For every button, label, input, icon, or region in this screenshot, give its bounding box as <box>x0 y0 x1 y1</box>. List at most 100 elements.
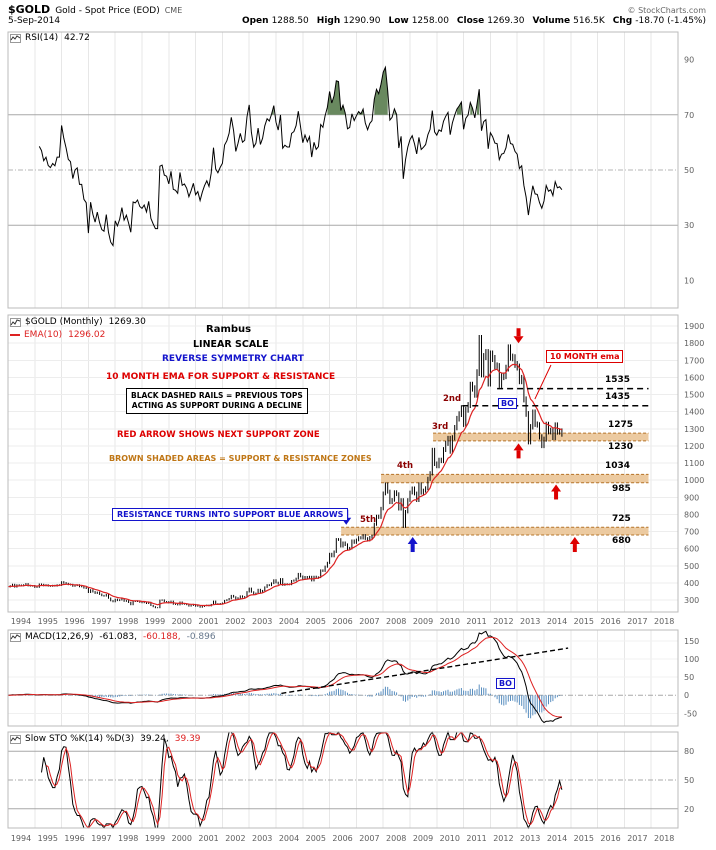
svg-text:1000: 1000 <box>684 476 704 485</box>
ordinal-label-2nd: 2nd <box>443 394 462 404</box>
svg-text:70: 70 <box>684 111 694 120</box>
macd-legend-label: MACD(12,26,9) <box>25 632 94 642</box>
svg-text:1998: 1998 <box>118 834 138 843</box>
rsi-legend: RSI(14) 42.72 <box>10 33 90 43</box>
svg-text:1995: 1995 <box>38 834 58 843</box>
sto-value-k: 39.24, <box>140 734 169 744</box>
sto-value-d: 39.39 <box>174 734 201 744</box>
red-arrow-up-icon <box>513 443 524 451</box>
svg-text:2010: 2010 <box>440 617 460 626</box>
low-value: 1258.00 <box>411 16 449 26</box>
svg-text:900: 900 <box>684 493 699 502</box>
quote-date: 5-Sep-2014 <box>8 16 61 26</box>
rsi-legend-label: RSI(14) <box>25 33 59 43</box>
svg-text:80: 80 <box>684 747 694 756</box>
red-arrow-up-icon <box>551 484 562 492</box>
svg-text:1500: 1500 <box>684 391 704 400</box>
annotation-rambus: Rambus <box>206 324 252 335</box>
rsi-legend-value: 42.72 <box>64 33 90 43</box>
price-level-label-1034: 1034 <box>605 461 631 471</box>
macd-plot <box>7 630 569 724</box>
svg-text:700: 700 <box>684 528 699 537</box>
svg-text:-50: -50 <box>684 709 697 718</box>
change-value: -18.70 (-1.45%) <box>635 16 706 26</box>
svg-text:2007: 2007 <box>359 617 379 626</box>
header-row-2: 5-Sep-2014 Open 1288.50 High 1290.90 Low 12… <box>8 16 706 26</box>
annotation-dashed-rails-box: BLACK DASHED RAILS = PREVIOUS TOPS ACTIN… <box>126 388 308 415</box>
price-legend-label: $GOLD (Monthly) <box>25 317 103 327</box>
svg-text:2005: 2005 <box>306 834 326 843</box>
price-level-label-1535: 1535 <box>605 375 631 385</box>
svg-text:2000: 2000 <box>172 617 192 626</box>
svg-text:1995: 1995 <box>38 617 58 626</box>
ema-legend-label: EMA(10) <box>24 330 63 340</box>
svg-text:1996: 1996 <box>64 834 84 843</box>
svg-text:1998: 1998 <box>118 617 138 626</box>
svg-text:2005: 2005 <box>306 617 326 626</box>
sto-legend: Slow STO %K(14) %D(3) 39.24, 39.39 <box>10 734 201 744</box>
sto-plot <box>41 730 563 830</box>
dashed-rails-line-1: BLACK DASHED RAILS = PREVIOUS TOPS <box>131 391 303 400</box>
svg-text:2014: 2014 <box>547 834 567 843</box>
svg-text:2000: 2000 <box>172 834 192 843</box>
grid <box>7 32 678 828</box>
price-level-label-1230: 1230 <box>608 442 634 452</box>
svg-text:50: 50 <box>684 166 694 175</box>
svg-text:800: 800 <box>684 510 699 519</box>
svg-text:2016: 2016 <box>600 617 620 626</box>
svg-text:2011: 2011 <box>466 617 486 626</box>
svg-text:2018: 2018 <box>654 834 674 843</box>
svg-text:2017: 2017 <box>627 834 647 843</box>
price-legend-value: 1269.30 <box>108 317 146 327</box>
svg-text:2002: 2002 <box>225 617 245 626</box>
svg-text:2014: 2014 <box>547 617 567 626</box>
svg-text:2001: 2001 <box>198 617 218 626</box>
price-legend: $GOLD (Monthly) 1269.30 <box>10 317 146 327</box>
svg-text:2002: 2002 <box>225 834 245 843</box>
annotation-ema-note: 10 MONTH EMA FOR SUPPORT & RESISTANCE <box>106 372 336 382</box>
svg-text:1997: 1997 <box>91 617 111 626</box>
svg-text:2006: 2006 <box>332 834 352 843</box>
indicator-icon <box>10 734 21 744</box>
svg-text:2008: 2008 <box>386 617 406 626</box>
volume-value: 516.5K <box>573 16 605 26</box>
svg-text:2006: 2006 <box>332 617 352 626</box>
svg-text:1994: 1994 <box>11 617 31 626</box>
svg-text:10: 10 <box>684 276 694 285</box>
low-label: Low <box>388 16 409 26</box>
svg-text:2017: 2017 <box>627 617 647 626</box>
svg-text:2016: 2016 <box>600 834 620 843</box>
annotation-brown-zones-note: BROWN SHADED AREAS = SUPPORT & RESISTANC… <box>109 454 372 463</box>
svg-text:1800: 1800 <box>684 339 704 348</box>
svg-text:0: 0 <box>684 691 689 700</box>
open-value: 1288.50 <box>271 16 309 26</box>
svg-text:2018: 2018 <box>654 617 674 626</box>
annotation-bo-macd: BO <box>496 678 515 689</box>
annotation-bo-price: BO <box>498 398 517 409</box>
svg-text:1300: 1300 <box>684 425 704 434</box>
svg-text:1400: 1400 <box>684 408 704 417</box>
ema-line-swatch-icon <box>10 334 20 336</box>
red-arrow-up-icon <box>569 537 580 545</box>
axis-labels: 9070503010190018001700160015001400130012… <box>11 56 705 843</box>
svg-text:2015: 2015 <box>574 617 594 626</box>
indicator-icon <box>10 632 21 642</box>
svg-text:50: 50 <box>684 673 694 682</box>
svg-text:2003: 2003 <box>252 617 272 626</box>
svg-text:2013: 2013 <box>520 617 540 626</box>
quote-strip: Open 1288.50 High 1290.90 Low 1258.00 Close… <box>234 16 706 26</box>
dashed-rails-line-2: ACTING AS SUPPORT DURING A DECLINE <box>131 401 303 411</box>
price-level-label-725: 725 <box>612 514 631 524</box>
macd-value-2: -60.188, <box>142 632 181 642</box>
svg-text:1200: 1200 <box>684 442 704 451</box>
svg-text:2012: 2012 <box>493 617 513 626</box>
ema-legend: EMA(10) 1296.02 <box>10 330 105 340</box>
svg-text:2015: 2015 <box>574 834 594 843</box>
copyright: © StockCharts.com <box>627 6 706 15</box>
svg-text:50: 50 <box>684 776 694 785</box>
svg-text:1994: 1994 <box>11 834 31 843</box>
ema-legend-value: 1296.02 <box>68 330 106 340</box>
svg-text:2008: 2008 <box>386 834 406 843</box>
macd-value-1: -61.083, <box>99 632 137 642</box>
